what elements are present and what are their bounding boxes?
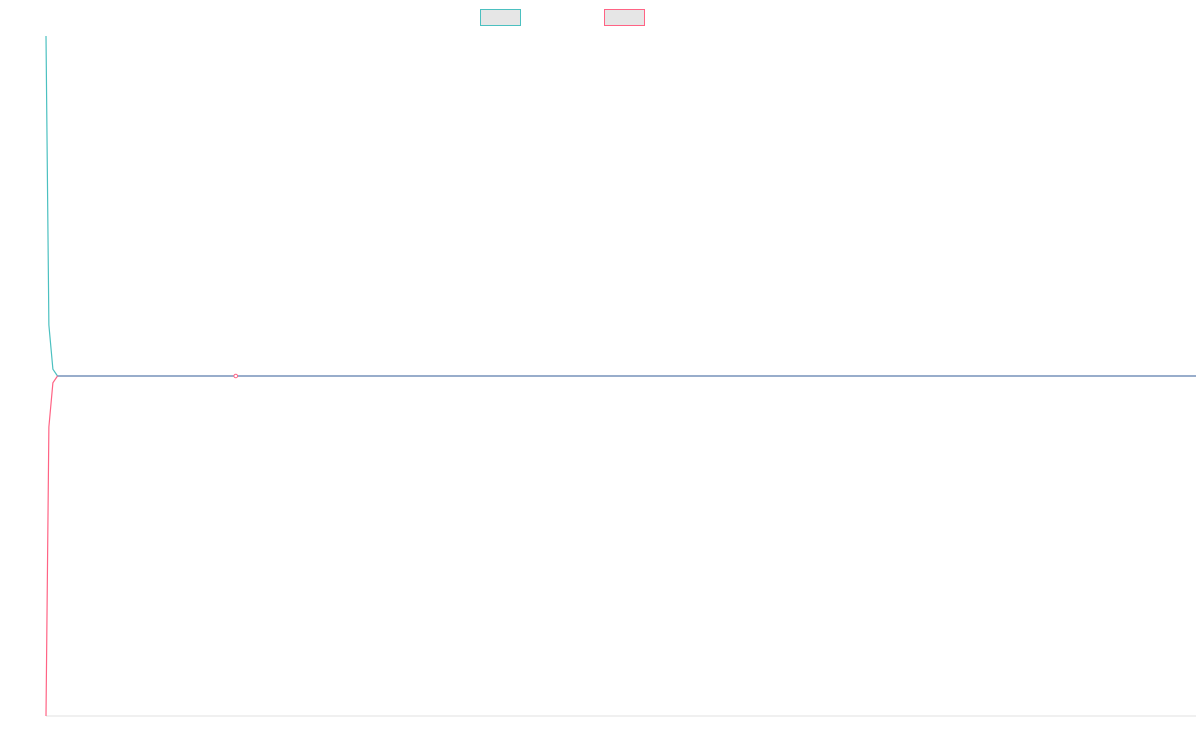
series-point-marker[interactable]: [233, 373, 239, 379]
legend-swatch-1[interactable]: [480, 9, 521, 26]
series-layer: [45, 35, 1196, 717]
legend-swatch-2[interactable]: [604, 9, 645, 26]
series-line-1: [45, 35, 1196, 377]
legend[interactable]: [480, 9, 645, 26]
series-line-2: [45, 375, 1196, 717]
